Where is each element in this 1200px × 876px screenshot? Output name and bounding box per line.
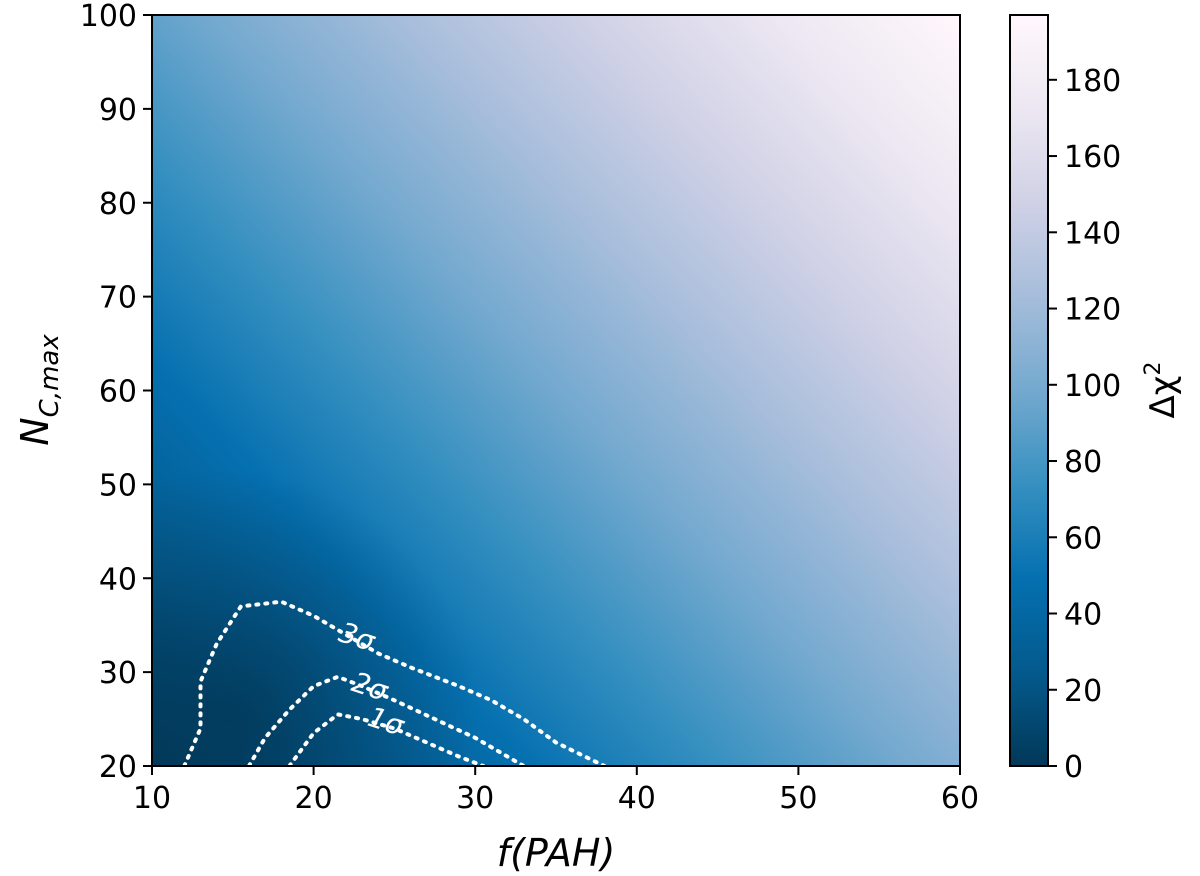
- colorbar-tick-label: 60: [1064, 521, 1102, 556]
- y-axis: 20 30 40 50 60 70 80 90 100: [80, 0, 152, 785]
- colorbar-tick-label: 20: [1064, 674, 1102, 709]
- contour-lines: [182, 599, 607, 766]
- colorbar-tick-label: 100: [1064, 369, 1121, 404]
- y-tick-label: 30: [99, 656, 137, 691]
- x-axis: 10 20 30 40 50 60: [133, 766, 979, 816]
- colorbar-label-superscript: 2: [1141, 362, 1166, 376]
- x-tick-label: 30: [456, 781, 494, 816]
- y-tick-label: 100: [80, 0, 137, 34]
- colorbar-tick-label: 160: [1064, 140, 1121, 175]
- y-axis-label-subscript: C,max: [35, 334, 65, 418]
- y-tick-label: 90: [99, 93, 137, 128]
- colorbar-tick-label: 120: [1064, 293, 1121, 328]
- colorbar-tick-label: 0: [1064, 750, 1083, 785]
- contour-2sigma: [247, 674, 526, 766]
- colorbar-fill: [1010, 15, 1048, 766]
- y-axis-label: NC,max: [13, 334, 65, 446]
- colorbar-tick-label: 80: [1064, 445, 1102, 480]
- y-tick-label: 50: [99, 468, 137, 503]
- x-tick-label: 60: [941, 781, 979, 816]
- y-tick-label: 40: [99, 562, 137, 597]
- y-tick-label: 70: [99, 281, 137, 316]
- x-tick-label: 10: [133, 781, 171, 816]
- y-tick-label: 80: [99, 187, 137, 222]
- x-axis-label: f(PAH): [497, 831, 616, 875]
- colorbar: 0 20 40 60 80 100 120 140 160 180 Δχ2: [1009, 14, 1183, 785]
- y-tick-label: 20: [99, 750, 137, 785]
- x-tick-label: 50: [779, 781, 817, 816]
- colorbar-frame: [1009, 14, 1049, 767]
- y-tick-label: 60: [99, 375, 137, 410]
- colorbar-tick-label: 40: [1064, 598, 1102, 633]
- colorbar-tick-label: 140: [1064, 216, 1121, 251]
- contour-3sigma: [182, 599, 607, 766]
- colorbar-ticks: 0 20 40 60 80 100 120 140 160 180: [1048, 64, 1121, 785]
- x-tick-label: 40: [618, 781, 656, 816]
- colorbar-tick-label: 180: [1064, 64, 1121, 99]
- x-tick-label: 20: [295, 781, 333, 816]
- contour-1sigma: [287, 712, 486, 766]
- colorbar-label: Δχ2: [1141, 362, 1183, 419]
- heatmap-minimum-region: [152, 15, 960, 766]
